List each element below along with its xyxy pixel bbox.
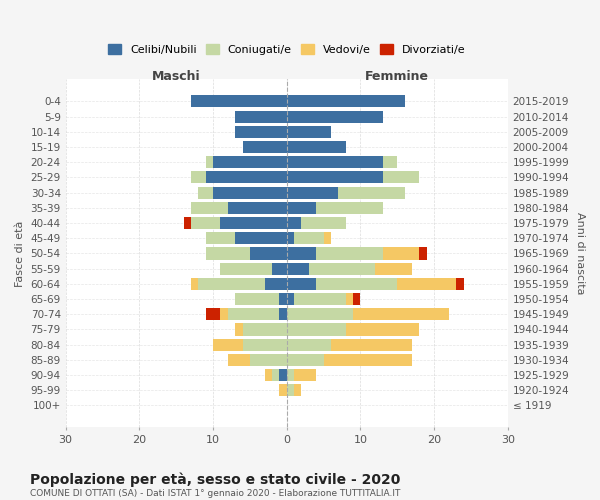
Text: COMUNE DI OTTATI (SA) - Dati ISTAT 1° gennaio 2020 - Elaborazione TUTTITALIA.IT: COMUNE DI OTTATI (SA) - Dati ISTAT 1° ge… [30, 489, 400, 498]
Bar [294, 232, 323, 244]
Bar [272, 369, 280, 381]
Bar [220, 262, 272, 274]
Y-axis label: Anni di nascita: Anni di nascita [575, 212, 585, 294]
Bar [294, 293, 346, 305]
Bar [323, 232, 331, 244]
Bar [316, 278, 397, 290]
Bar [280, 293, 287, 305]
Bar [242, 338, 287, 350]
Bar [301, 217, 346, 229]
Bar [287, 293, 294, 305]
Bar [375, 262, 412, 274]
Bar [338, 186, 404, 198]
Bar [346, 324, 419, 336]
Bar [206, 232, 235, 244]
Bar [287, 262, 309, 274]
Bar [353, 293, 361, 305]
Bar [206, 172, 287, 183]
Bar [294, 384, 301, 396]
Bar [287, 186, 338, 198]
Bar [456, 278, 464, 290]
Bar [287, 354, 323, 366]
Bar [228, 354, 250, 366]
Bar [383, 248, 419, 260]
Bar [287, 324, 346, 336]
Bar [287, 232, 294, 244]
Bar [287, 308, 353, 320]
Y-axis label: Fasce di età: Fasce di età [15, 220, 25, 286]
Bar [287, 217, 301, 229]
Bar [191, 202, 228, 214]
Bar [242, 141, 287, 153]
Bar [383, 172, 419, 183]
Bar [265, 278, 287, 290]
Bar [287, 384, 294, 396]
Bar [206, 156, 213, 168]
Text: Popolazione per età, sesso e stato civile - 2020: Popolazione per età, sesso e stato civil… [30, 472, 400, 487]
Bar [383, 156, 397, 168]
Bar [287, 338, 331, 350]
Bar [287, 172, 383, 183]
Bar [287, 156, 383, 168]
Text: Femmine: Femmine [365, 70, 429, 83]
Bar [228, 308, 280, 320]
Bar [184, 217, 191, 229]
Bar [397, 278, 456, 290]
Bar [250, 248, 287, 260]
Bar [346, 293, 353, 305]
Bar [235, 110, 287, 122]
Bar [287, 126, 331, 138]
Bar [213, 338, 242, 350]
Bar [235, 324, 242, 336]
Bar [191, 96, 287, 108]
Bar [191, 278, 199, 290]
Bar [323, 354, 412, 366]
Bar [272, 262, 287, 274]
Bar [228, 202, 287, 214]
Bar [235, 232, 287, 244]
Bar [191, 172, 206, 183]
Bar [220, 308, 228, 320]
Bar [287, 202, 316, 214]
Bar [206, 248, 250, 260]
Bar [316, 202, 383, 214]
Bar [280, 308, 287, 320]
Bar [280, 384, 287, 396]
Bar [287, 110, 383, 122]
Bar [287, 141, 346, 153]
Bar [331, 338, 412, 350]
Bar [242, 324, 287, 336]
Bar [213, 186, 287, 198]
Bar [191, 217, 220, 229]
Bar [287, 248, 316, 260]
Bar [199, 186, 213, 198]
Text: Maschi: Maschi [152, 70, 200, 83]
Bar [419, 248, 427, 260]
Bar [280, 369, 287, 381]
Bar [287, 278, 316, 290]
Bar [220, 217, 287, 229]
Bar [213, 156, 287, 168]
Bar [316, 248, 383, 260]
Bar [235, 126, 287, 138]
Bar [309, 262, 375, 274]
Bar [235, 293, 280, 305]
Legend: Celibi/Nubili, Coniugati/e, Vedovi/e, Divorziati/e: Celibi/Nubili, Coniugati/e, Vedovi/e, Di… [103, 40, 470, 60]
Bar [294, 369, 316, 381]
Bar [265, 369, 272, 381]
Bar [250, 354, 287, 366]
Bar [287, 96, 404, 108]
Bar [287, 369, 294, 381]
Bar [353, 308, 449, 320]
Bar [206, 308, 220, 320]
Bar [199, 278, 265, 290]
